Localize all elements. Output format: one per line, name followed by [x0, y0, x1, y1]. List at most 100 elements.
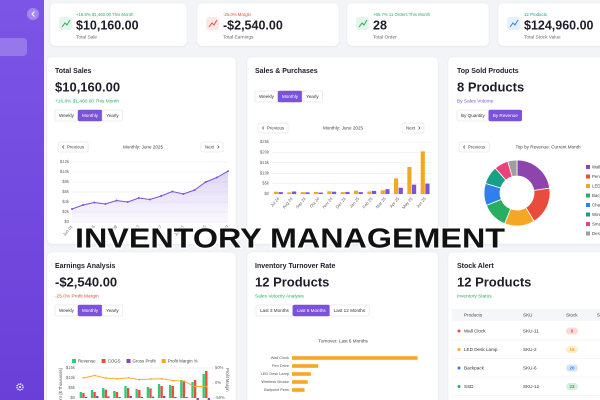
sidebar: [0, 0, 44, 400]
bar: [196, 398, 199, 400]
bar: [332, 191, 337, 194]
line-point: [105, 377, 107, 380]
line-point: [116, 377, 118, 380]
bar: [140, 397, 144, 398]
legend-label: Profit Margin %: [168, 358, 198, 363]
bar: [292, 388, 305, 392]
line-point: [82, 377, 85, 379]
line-point: [194, 385, 197, 388]
collapse-button[interactable]: [27, 8, 39, 20]
tab-button[interactable]: [101, 304, 123, 317]
nav-label: Previous: [67, 144, 85, 149]
nav-active[interactable]: [0, 38, 27, 56]
bar: [287, 192, 292, 194]
line-area: [72, 171, 228, 222]
line-point: [115, 199, 118, 202]
kpi-icon: [358, 19, 368, 28]
y-tick-label: $10k: [60, 169, 70, 174]
line-point: [126, 201, 129, 203]
legend-swatch: [586, 203, 590, 207]
bar: [157, 384, 161, 398]
nav-button[interactable]: [257, 122, 289, 134]
bar: [93, 392, 96, 398]
tab-label: By Revenue: [493, 113, 518, 118]
kpi-change: +66.7% 11 Orders This Month: [373, 12, 431, 17]
legend-swatch: [161, 359, 166, 363]
bar: [90, 390, 94, 398]
bar: [182, 381, 186, 398]
card: [46, 251, 237, 400]
nav-label: Next: [406, 125, 416, 130]
bar: [129, 396, 132, 398]
line-point: [127, 377, 130, 379]
kpi-icon: [509, 19, 519, 28]
line-point: [149, 378, 152, 380]
bar: [169, 385, 172, 398]
y-tick-label: $0: [64, 219, 69, 224]
kpi-label: Total Earnings: [223, 34, 254, 40]
bar: [84, 397, 88, 398]
kpi-icon: [208, 19, 218, 28]
y-tick-label: $15k: [260, 160, 270, 165]
line-point: [160, 377, 163, 380]
bar: [79, 392, 83, 398]
bar: [149, 388, 152, 398]
tab-label: Yearly: [106, 308, 119, 313]
stock-badge: [566, 327, 578, 335]
table-cell: 20: [570, 365, 575, 370]
line-point: [215, 176, 218, 179]
tab-label: Last 6 Months: [297, 308, 327, 313]
legend-label: Gross Profit: [133, 358, 157, 363]
kpi-change: -25.0% Margin: [223, 12, 252, 17]
nav-button[interactable]: [57, 141, 89, 153]
bar: [118, 397, 121, 398]
legend-label: Wireless Mouse: [592, 212, 600, 217]
table-cell: SKU-6: [523, 366, 537, 371]
legend-label: Wall Clock: [592, 164, 600, 169]
bar: [398, 187, 403, 194]
tab-button[interactable]: [101, 109, 123, 122]
y-tick-label: $5k: [68, 385, 76, 390]
line-point: [93, 201, 96, 204]
legend-swatch: [586, 222, 590, 226]
bar: [171, 386, 174, 398]
card: [196, 2, 340, 47]
table-cell: 23: [570, 384, 575, 389]
y-tick-label: $4k: [62, 199, 70, 204]
nav-chevron: [262, 126, 265, 130]
card-subtitle: -25.0% Profit Margin: [55, 293, 99, 299]
line-point: [183, 380, 185, 383]
bar: [160, 386, 163, 398]
bar: [380, 190, 385, 194]
card: [246, 56, 439, 245]
settings-icon[interactable]: [16, 383, 24, 391]
nav-button[interactable]: [458, 141, 490, 153]
table-cell: SKU-11: [523, 329, 539, 334]
bar: [115, 392, 119, 398]
tab-button[interactable]: [329, 304, 370, 317]
tab-label: Weekly: [259, 94, 275, 99]
y-tick-label: $0: [70, 395, 75, 400]
bar: [354, 190, 359, 194]
bar: [202, 374, 205, 398]
card-title: Earnings Analysis: [55, 263, 116, 270]
tab-label: By Quantity: [461, 113, 485, 118]
bar: [193, 380, 197, 398]
nav-label: Previous: [267, 125, 285, 130]
nav-chevron: [418, 126, 421, 130]
bar: [327, 191, 332, 194]
tab-button[interactable]: [301, 90, 323, 103]
legend-swatch: [586, 231, 590, 236]
bar: [191, 382, 194, 398]
nav-button[interactable]: [401, 122, 425, 134]
nav-button[interactable]: [200, 141, 224, 153]
table-cell: Wall Clock: [464, 329, 486, 334]
bar: [126, 388, 130, 398]
legend-label: COGS: [108, 358, 121, 363]
bar: [358, 192, 363, 194]
table-cell: SKU-12: [523, 384, 540, 389]
kpi-change: 12 Products: [524, 12, 547, 17]
nav-label: Previous: [468, 144, 486, 149]
y-tick-label: $2k: [62, 209, 70, 214]
tab-button[interactable]: [488, 109, 523, 122]
